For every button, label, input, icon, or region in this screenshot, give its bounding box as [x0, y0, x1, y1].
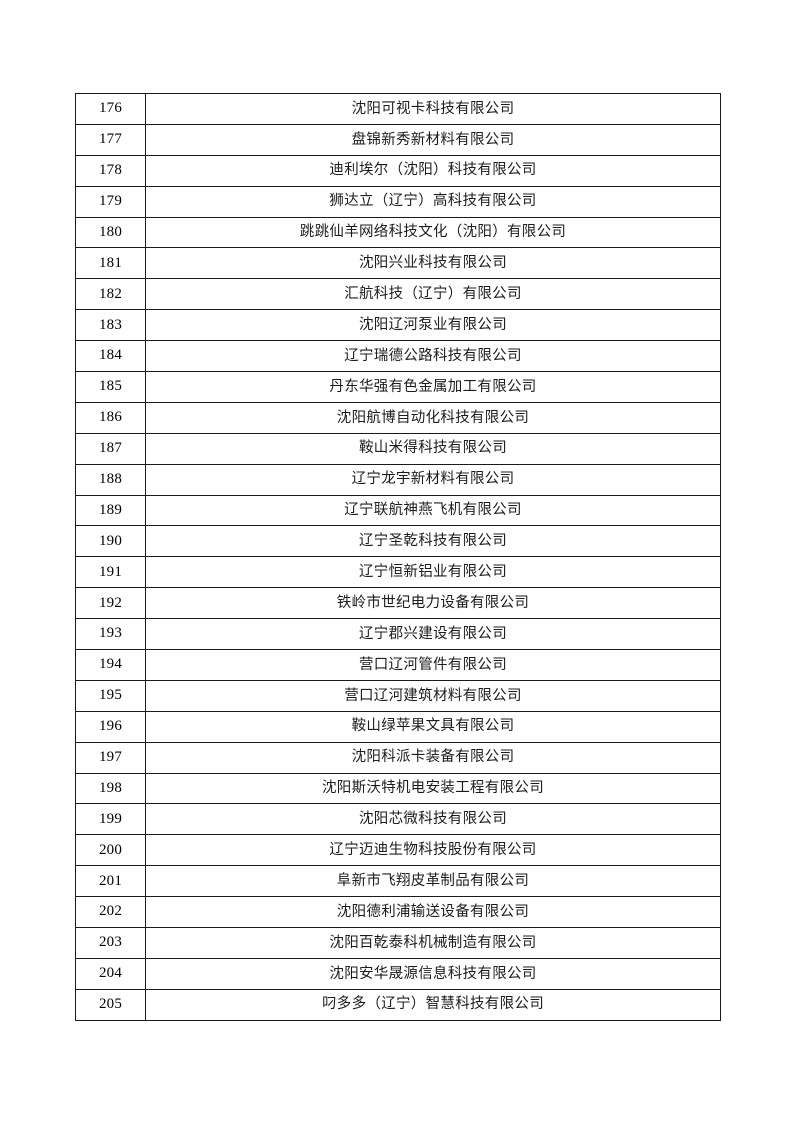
sequence-number-cell: 183	[75, 309, 146, 342]
company-name-cell: 迪利埃尔（沈阳）科技有限公司	[145, 154, 721, 187]
sequence-number-cell: 198	[75, 772, 146, 805]
table-row: 181 沈阳兴业科技有限公司	[75, 247, 721, 280]
company-name-cell: 沈阳百乾泰科机械制造有限公司	[145, 927, 721, 959]
sequence-number-cell: 201	[75, 865, 146, 898]
table-row: 183 沈阳辽河泵业有限公司	[75, 309, 721, 342]
sequence-number-cell: 176	[75, 93, 146, 125]
company-name-cell: 狮达立（辽宁）高科技有限公司	[145, 185, 721, 218]
table-row: 192 铁岭市世纪电力设备有限公司	[75, 587, 721, 620]
table-row: 189 辽宁联航神燕飞机有限公司	[75, 494, 721, 527]
sequence-number-cell: 184	[75, 340, 146, 373]
company-name-cell: 营口辽河管件有限公司	[145, 649, 721, 681]
table-row: 198 沈阳斯沃特机电安装工程有限公司	[75, 772, 721, 805]
company-name-cell: 丹东华强有色金属加工有限公司	[145, 371, 721, 403]
table-row: 186 沈阳航博自动化科技有限公司	[75, 401, 721, 434]
company-name-cell: 辽宁迈迪生物科技股份有限公司	[145, 834, 721, 867]
sequence-number-cell: 185	[75, 371, 146, 403]
company-name-cell: 辽宁恒新铝业有限公司	[145, 556, 721, 589]
company-name-cell: 汇航科技（辽宁）有限公司	[145, 278, 721, 311]
table-row: 176 沈阳可视卡科技有限公司	[75, 93, 721, 125]
sequence-number-cell: 189	[75, 494, 146, 527]
table-row: 179 狮达立（辽宁）高科技有限公司	[75, 185, 721, 218]
company-name-cell: 沈阳安华晟源信息科技有限公司	[145, 957, 721, 990]
table-row: 188 辽宁龙宇新材料有限公司	[75, 463, 721, 496]
sequence-number-cell: 203	[75, 927, 146, 959]
table-row: 195 营口辽河建筑材料有限公司	[75, 679, 721, 712]
company-name-cell: 鞍山米得科技有限公司	[145, 432, 721, 465]
table-row: 178 迪利埃尔（沈阳）科技有限公司	[75, 154, 721, 187]
sequence-number-cell: 180	[75, 216, 146, 249]
company-name-cell: 沈阳斯沃特机电安装工程有限公司	[145, 772, 721, 805]
table-row: 182 汇航科技（辽宁）有限公司	[75, 278, 721, 311]
table-row: 197 沈阳科派卡装备有限公司	[75, 741, 721, 774]
sequence-number-cell: 192	[75, 587, 146, 620]
company-name-cell: 营口辽河建筑材料有限公司	[145, 679, 721, 712]
sequence-number-cell: 194	[75, 649, 146, 681]
sequence-number-cell: 200	[75, 834, 146, 867]
sequence-number-cell: 193	[75, 618, 146, 651]
table-row: 201 阜新市飞翔皮革制品有限公司	[75, 865, 721, 898]
table-row: 203 沈阳百乾泰科机械制造有限公司	[75, 927, 721, 959]
table-row: 177 盘锦新秀新材料有限公司	[75, 123, 721, 156]
sequence-number-cell: 195	[75, 679, 146, 712]
company-name-cell: 辽宁圣乾科技有限公司	[145, 525, 721, 558]
table-row: 193 辽宁郡兴建设有限公司	[75, 618, 721, 651]
company-name-cell: 沈阳德利浦输送设备有限公司	[145, 896, 721, 929]
table-row: 184 辽宁瑞德公路科技有限公司	[75, 340, 721, 373]
company-list-table: 176 沈阳可视卡科技有限公司 177 盘锦新秀新材料有限公司 178 迪利埃尔（沈阳）科…	[75, 93, 721, 1021]
table-body: 176 沈阳可视卡科技有限公司 177 盘锦新秀新材料有限公司 178 迪利埃尔（沈阳）科…	[75, 93, 721, 1021]
company-name-cell: 辽宁瑞德公路科技有限公司	[145, 340, 721, 373]
table-row: 205 叼多多（辽宁）智慧科技有限公司	[75, 988, 721, 1021]
sequence-number-cell: 188	[75, 463, 146, 496]
sequence-number-cell: 191	[75, 556, 146, 589]
company-name-cell: 辽宁龙宇新材料有限公司	[145, 463, 721, 496]
company-name-cell: 沈阳兴业科技有限公司	[145, 247, 721, 280]
table-row: 190 辽宁圣乾科技有限公司	[75, 525, 721, 558]
company-name-cell: 阜新市飞翔皮革制品有限公司	[145, 865, 721, 898]
sequence-number-cell: 204	[75, 957, 146, 990]
company-name-cell: 沈阳科派卡装备有限公司	[145, 741, 721, 774]
table-row: 204 沈阳安华晟源信息科技有限公司	[75, 957, 721, 990]
table-row: 199 沈阳芯微科技有限公司	[75, 803, 721, 836]
sequence-number-cell: 202	[75, 896, 146, 929]
table-row: 180 跳跳仙羊网络科技文化（沈阳）有限公司	[75, 216, 721, 249]
table-row: 200 辽宁迈迪生物科技股份有限公司	[75, 834, 721, 867]
company-name-cell: 叼多多（辽宁）智慧科技有限公司	[145, 988, 721, 1021]
company-name-cell: 铁岭市世纪电力设备有限公司	[145, 587, 721, 620]
table-row: 191 辽宁恒新铝业有限公司	[75, 556, 721, 589]
company-name-cell: 跳跳仙羊网络科技文化（沈阳）有限公司	[145, 216, 721, 249]
sequence-number-cell: 205	[75, 988, 146, 1021]
sequence-number-cell: 187	[75, 432, 146, 465]
company-name-cell: 鞍山绿苹果文具有限公司	[145, 710, 721, 743]
sequence-number-cell: 186	[75, 401, 146, 434]
sequence-number-cell: 178	[75, 154, 146, 187]
company-name-cell: 沈阳芯微科技有限公司	[145, 803, 721, 836]
sequence-number-cell: 199	[75, 803, 146, 836]
company-name-cell: 盘锦新秀新材料有限公司	[145, 123, 721, 156]
table-row: 194 营口辽河管件有限公司	[75, 649, 721, 681]
company-name-cell: 沈阳航博自动化科技有限公司	[145, 401, 721, 434]
sequence-number-cell: 179	[75, 185, 146, 218]
company-name-cell: 辽宁郡兴建设有限公司	[145, 618, 721, 651]
table-row: 185 丹东华强有色金属加工有限公司	[75, 371, 721, 403]
sequence-number-cell: 197	[75, 741, 146, 774]
sequence-number-cell: 181	[75, 247, 146, 280]
sequence-number-cell: 177	[75, 123, 146, 156]
sequence-number-cell: 196	[75, 710, 146, 743]
company-name-cell: 沈阳可视卡科技有限公司	[145, 93, 721, 125]
sequence-number-cell: 182	[75, 278, 146, 311]
company-name-cell: 辽宁联航神燕飞机有限公司	[145, 494, 721, 527]
table-row: 196 鞍山绿苹果文具有限公司	[75, 710, 721, 743]
company-name-cell: 沈阳辽河泵业有限公司	[145, 309, 721, 342]
table-row: 202 沈阳德利浦输送设备有限公司	[75, 896, 721, 929]
table-row: 187 鞍山米得科技有限公司	[75, 432, 721, 465]
sequence-number-cell: 190	[75, 525, 146, 558]
